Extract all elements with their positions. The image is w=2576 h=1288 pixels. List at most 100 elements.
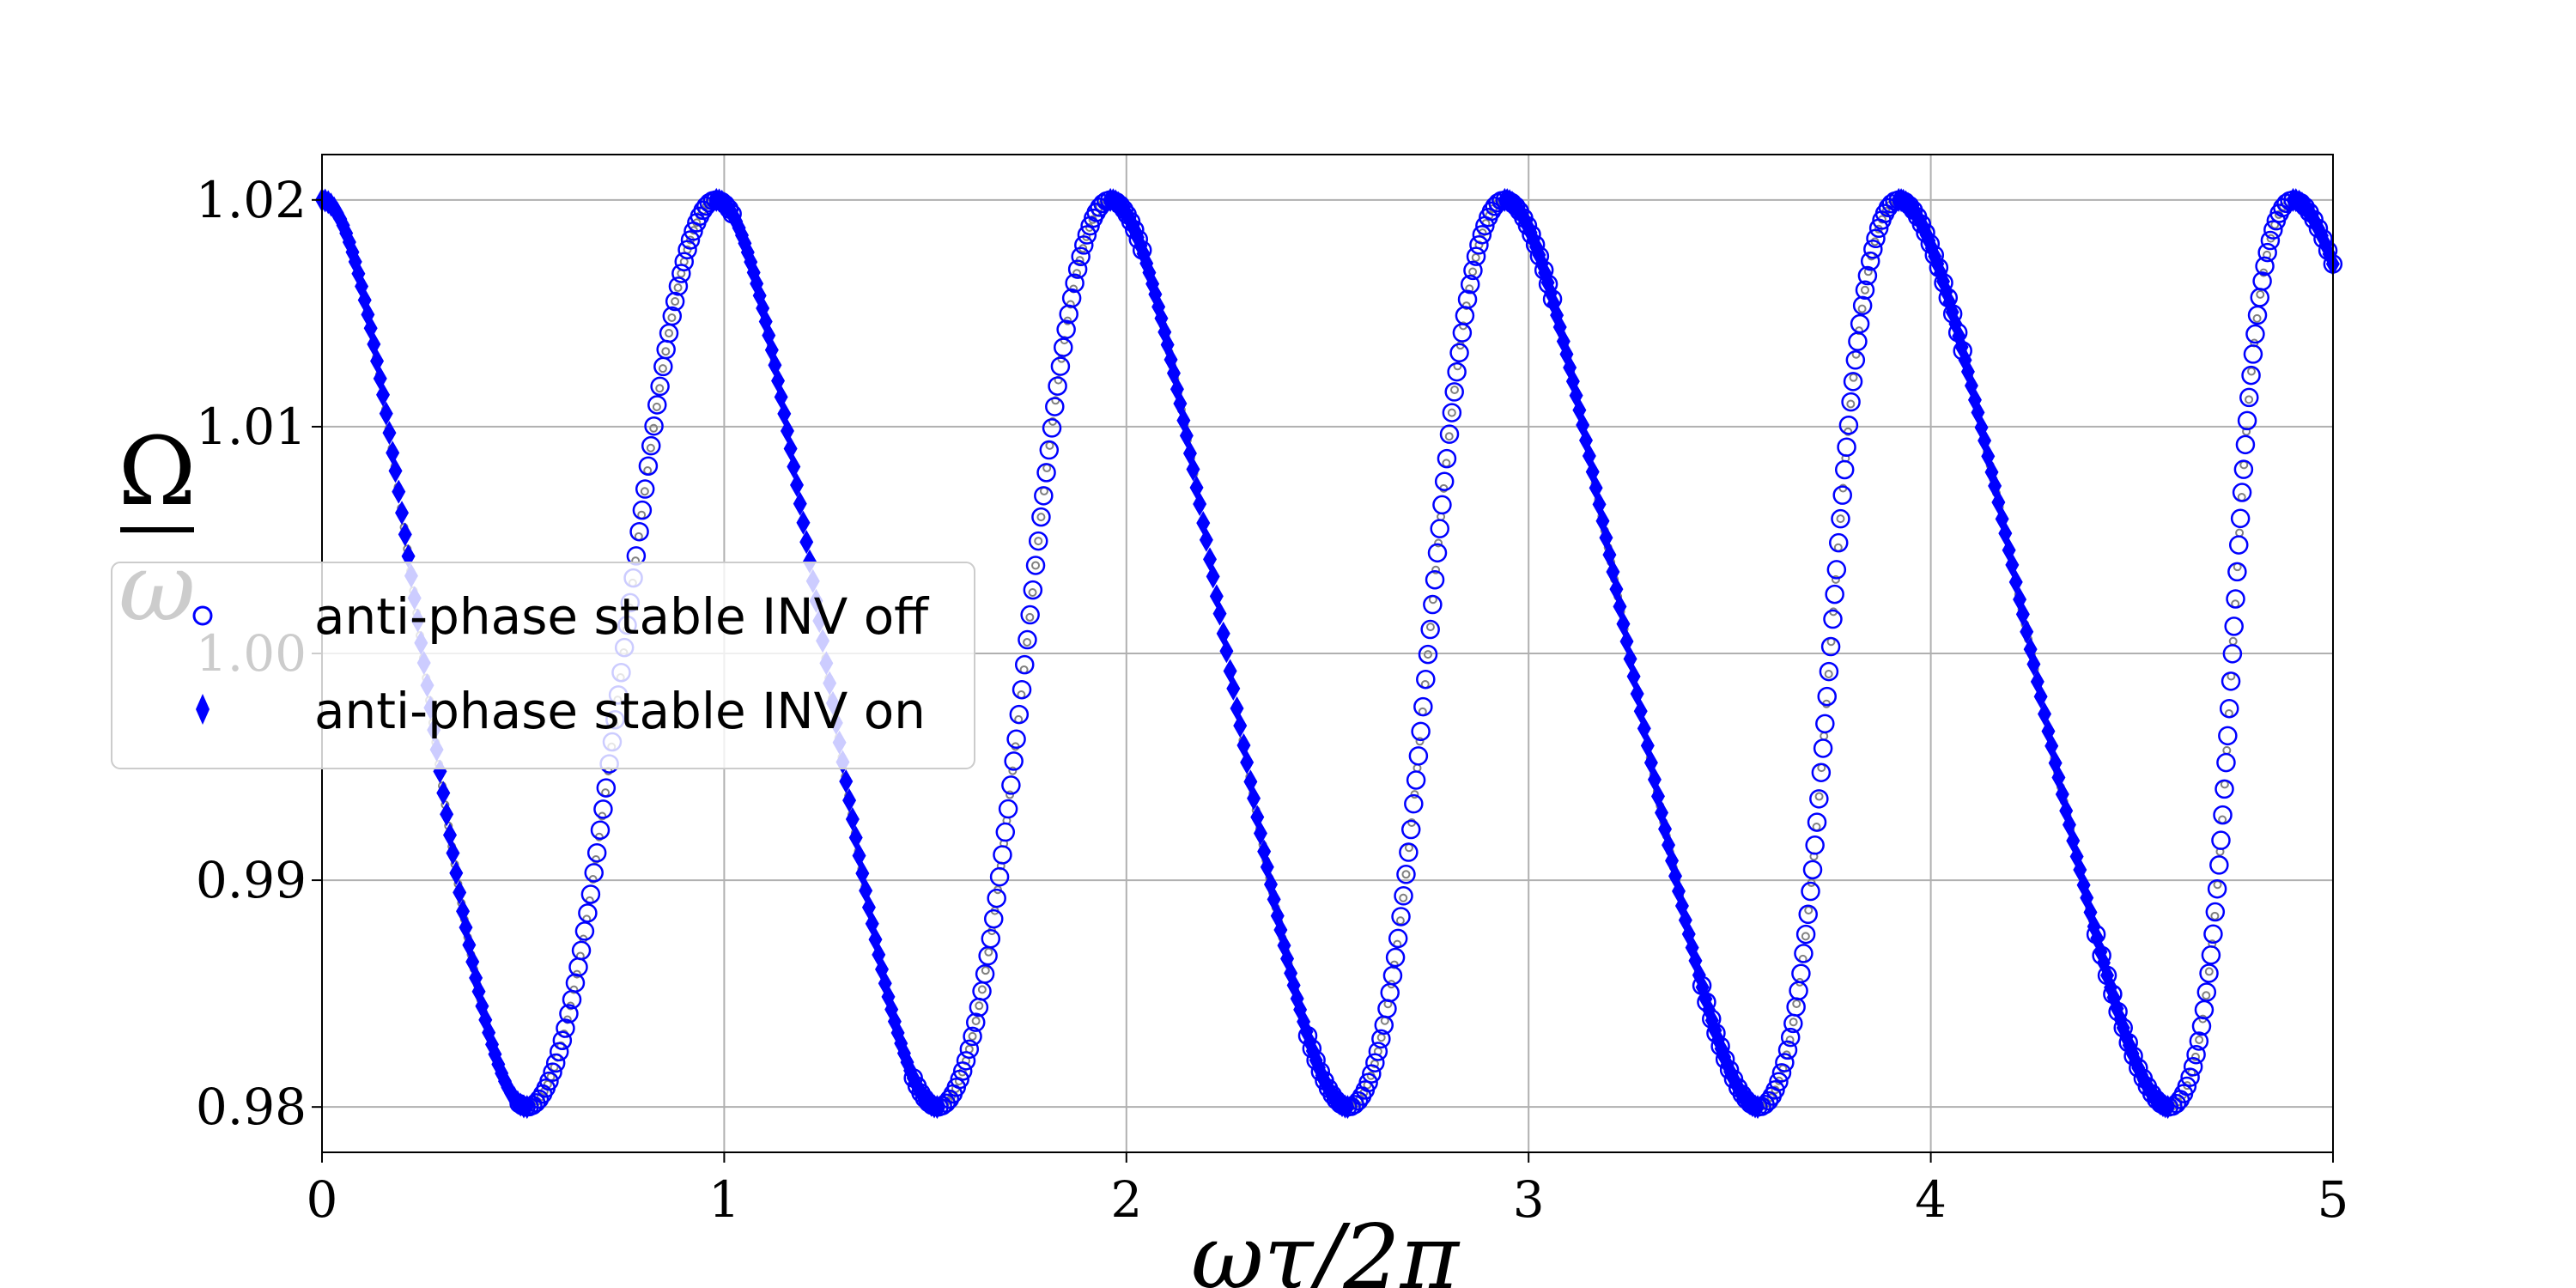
point-inv-off [1437, 448, 1457, 469]
point-inv-off [1430, 519, 1449, 538]
point-inv-off [596, 778, 617, 798]
point-inv-off [1425, 569, 1445, 590]
point-gray [2245, 395, 2254, 404]
point-inv-off [950, 1069, 969, 1090]
point-inv-off [1447, 361, 1467, 382]
point-inv-off [1031, 507, 1051, 527]
point-inv-off [2199, 963, 2219, 983]
point-gray [1401, 870, 1411, 879]
x-axis-ticks: 0 1 2 3 4 5 [307, 1152, 2348, 1229]
point-gray [1036, 513, 1046, 522]
point-inv-off [674, 252, 695, 271]
point-inv-off [1362, 1064, 1382, 1084]
point-inv-off [1420, 619, 1440, 640]
point-inv-off [1385, 947, 1406, 968]
point-gray [1785, 1036, 1795, 1045]
point-inv-on [2020, 619, 2034, 644]
point-gray [1801, 932, 1810, 941]
point-inv-off [647, 395, 667, 415]
point-gray [981, 966, 990, 975]
point-inv-off [2189, 1031, 2209, 1051]
point-inv-off [1442, 403, 1462, 422]
point-inv-off [1795, 924, 1816, 945]
point-inv-off [987, 888, 1006, 908]
point-inv-off [2211, 830, 2231, 850]
point-inv-off [975, 964, 995, 984]
point-inv-off [539, 1071, 559, 1091]
point-inv-on [449, 860, 464, 885]
point-inv-on [382, 421, 397, 446]
point-gray [1789, 1018, 1798, 1027]
point-inv-on [1253, 821, 1267, 846]
point-gray [1399, 893, 1408, 902]
point-inv-off [981, 928, 1001, 949]
point-inv-on [388, 459, 403, 483]
point-inv-off [559, 1004, 579, 1024]
point-inv-off [650, 376, 670, 397]
point-inv-off [1825, 584, 1844, 605]
point-gray [968, 1031, 977, 1041]
point-gray [2204, 967, 2214, 976]
point-inv-on [793, 491, 807, 516]
legend-label-inv-on: anti-phase stable INV on [314, 682, 926, 740]
point-gray [1028, 588, 1037, 598]
point-inv-off [2230, 508, 2251, 529]
point-inv-off [1408, 746, 1429, 766]
point-inv-off [1863, 240, 1883, 259]
point-inv-on [436, 781, 451, 805]
point-inv-off [574, 921, 595, 941]
point-inv-off [1460, 274, 1480, 295]
point-inv-off [2218, 726, 2238, 746]
point-inv-off [1855, 280, 1875, 301]
point-gray [661, 347, 671, 356]
point-inv-off [677, 240, 697, 260]
point-gray [2202, 991, 2211, 1000]
point-inv-off [1832, 485, 1852, 505]
point-inv-off [1434, 471, 1455, 491]
point-inv-off [1012, 679, 1032, 700]
x-axis-label: ωτ/2π [1191, 1205, 1461, 1288]
point-inv-off [2180, 1067, 2200, 1087]
point-inv-off [1399, 842, 1419, 862]
point-inv-on [442, 823, 457, 848]
point-inv-off [1829, 532, 1849, 553]
point-gray [2256, 289, 2265, 299]
point-inv-off [2226, 589, 2245, 609]
point-inv-off [2239, 387, 2259, 408]
point-inv-off [2216, 752, 2236, 773]
point-inv-off [635, 479, 655, 499]
point-inv-off [549, 1042, 569, 1062]
point-inv-off [1771, 1063, 1792, 1083]
point-gray [1415, 737, 1425, 746]
point-inv-on [1240, 750, 1255, 775]
point-inv-on [446, 841, 460, 866]
point-inv-off [1018, 629, 1037, 650]
point-inv-on [395, 501, 410, 526]
point-inv-on [1219, 639, 1234, 664]
point-inv-off [1817, 686, 1837, 707]
point-inv-off [1006, 729, 1026, 750]
x-tick-label: 3 [1513, 1170, 1545, 1229]
point-inv-off [1427, 543, 1448, 563]
point-gray [1425, 623, 1435, 632]
point-inv-on [379, 401, 393, 426]
point-inv-off [1769, 1072, 1789, 1091]
point-inv-off [966, 1012, 986, 1032]
point-inv-off [1826, 560, 1847, 580]
point-inv-off [1388, 928, 1408, 949]
point-gray [1434, 538, 1443, 548]
point-inv-on [386, 440, 400, 465]
point-gray [2242, 427, 2251, 436]
point-gray [2246, 367, 2256, 376]
point-inv-off [956, 1051, 976, 1071]
point-inv-off [586, 842, 607, 863]
point-inv-off [952, 1061, 973, 1081]
point-gray [1849, 373, 1858, 382]
point-inv-off [1077, 225, 1097, 245]
point-gray [1824, 670, 1833, 679]
point-inv-off [1050, 356, 1071, 376]
point-gray [1857, 304, 1867, 313]
y-tick-label: 0.99 [196, 851, 307, 909]
point-inv-off [2207, 878, 2227, 899]
point-gray [655, 384, 665, 393]
